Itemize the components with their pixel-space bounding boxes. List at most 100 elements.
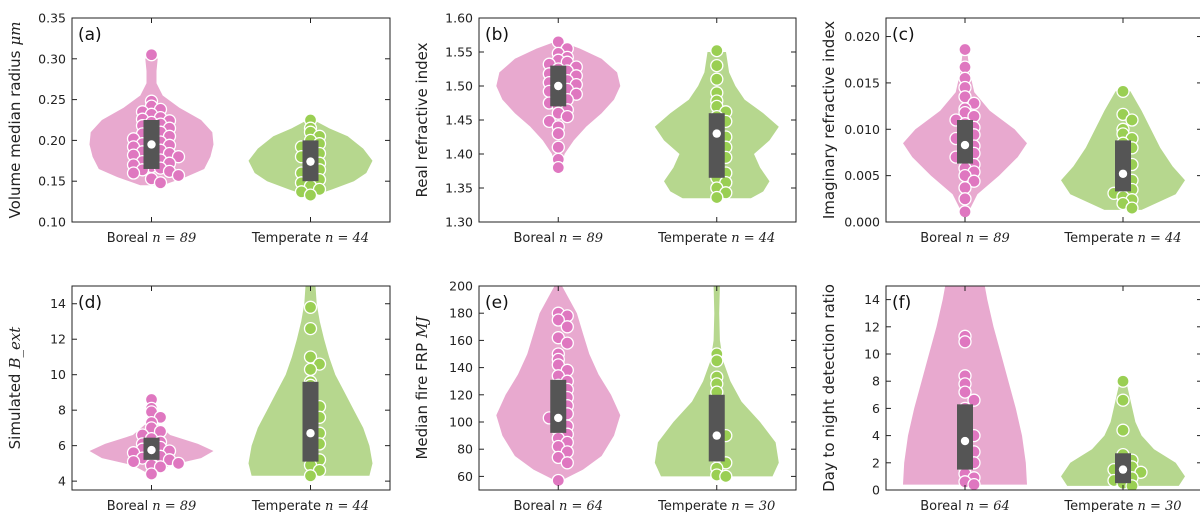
data-point-temperate xyxy=(710,43,724,58)
data-point-temperate xyxy=(719,469,733,484)
y-tick-label: 12 xyxy=(50,332,66,347)
y-tick-label: 10 xyxy=(864,347,880,362)
median-marker-boreal xyxy=(960,140,970,150)
data-point-temperate xyxy=(710,354,724,368)
median-marker-temperate xyxy=(712,129,721,138)
x-category-n: n = 30 xyxy=(731,499,775,512)
iqr-box-temperate xyxy=(708,394,725,462)
x-category-name: Boreal xyxy=(513,499,555,512)
median-marker-temperate xyxy=(712,431,721,440)
data-point-boreal xyxy=(958,192,972,206)
y-tick-label: 0.20 xyxy=(38,133,66,148)
y-tick-label: 0.10 xyxy=(38,215,66,230)
iqr-box-temperate xyxy=(302,381,319,462)
data-point-boreal xyxy=(958,335,972,349)
x-category-label: Temperate n = 44 xyxy=(251,231,369,246)
panel-label: (c) xyxy=(892,25,915,45)
data-point-boreal xyxy=(551,313,565,327)
panel-label: (f) xyxy=(892,293,911,313)
y-tick-label: 0.30 xyxy=(38,51,66,66)
panel-plot-area xyxy=(903,286,1185,490)
data-point-boreal xyxy=(126,454,141,469)
x-category-name: Temperate xyxy=(657,231,727,246)
data-point-boreal xyxy=(171,168,186,183)
data-point-temperate xyxy=(1125,201,1139,215)
data-point-temperate xyxy=(303,321,318,336)
data-point-boreal xyxy=(144,467,159,481)
x-category-name: Boreal xyxy=(920,231,962,246)
y-tick-label: 180 xyxy=(449,306,473,321)
iqr-box-boreal xyxy=(550,379,567,433)
data-point-boreal xyxy=(958,60,972,74)
y-tick-label: 1.50 xyxy=(445,79,473,94)
y-axis-label-text: Day to night detection ratio xyxy=(820,284,838,492)
x-category-label: Temperate n = 44 xyxy=(251,499,369,512)
y-tick-label: 0.000 xyxy=(844,215,880,230)
y-axis-label-text: Median fire FRP xyxy=(413,343,431,460)
y-axis-label-text: Real refractive index xyxy=(413,42,431,197)
panel-d: Boreal n = 89 Temperate n = 44 4 6 8 10 12 14 Simu… xyxy=(6,285,391,512)
y-tick-label: 4 xyxy=(58,474,66,489)
data-point-temperate xyxy=(1116,374,1130,388)
data-point-boreal xyxy=(171,456,186,471)
data-point-boreal xyxy=(958,42,972,57)
y-axis-label: Real refractive index xyxy=(413,42,431,197)
x-category-label: Boreal n = 64 xyxy=(920,499,1010,512)
panel-e: Boreal n = 64 Temperate n = 30 60 80 100 120 140… xyxy=(413,279,797,512)
x-category-name: Boreal xyxy=(920,499,962,512)
data-point-boreal xyxy=(958,205,972,219)
y-tick-label: 10 xyxy=(50,367,66,382)
y-axis-label-unit: μm xyxy=(6,22,24,46)
panel-frame xyxy=(71,285,391,491)
data-point-temperate xyxy=(303,362,318,377)
x-category-name: Temperate xyxy=(1063,499,1133,512)
panel-frame xyxy=(478,285,797,491)
median-marker-boreal xyxy=(960,436,970,446)
x-category-n: n = 30 xyxy=(1137,499,1181,512)
y-tick-label: 0.25 xyxy=(38,92,66,107)
data-point-temperate xyxy=(1116,84,1130,98)
data-point-boreal xyxy=(551,140,565,154)
y-axis-label-text: Imaginary refractive index xyxy=(820,21,838,219)
y-tick-label: 14 xyxy=(864,292,880,307)
y-tick-label: 0 xyxy=(872,483,880,498)
data-point-boreal xyxy=(560,336,574,350)
panel-label: (b) xyxy=(485,25,509,45)
x-category-n: n = 89 xyxy=(966,231,1010,246)
median-marker-boreal xyxy=(147,140,156,149)
panel-b: Boreal n = 89 Temperate n = 44 1.30 1.35 1.40 1… xyxy=(413,11,797,246)
panel-plot-area xyxy=(89,48,373,202)
y-tick-label: 0.010 xyxy=(844,122,880,137)
panel-label: (e) xyxy=(485,293,509,313)
x-category-label: Temperate n = 44 xyxy=(1063,231,1181,246)
median-marker-temperate xyxy=(1118,465,1128,474)
data-point-boreal xyxy=(958,385,972,399)
data-point-temperate xyxy=(303,469,318,483)
x-category-n: n = 44 xyxy=(325,231,369,246)
data-point-boreal xyxy=(560,456,574,470)
x-category-label: Temperate n = 30 xyxy=(657,499,775,512)
data-point-temperate xyxy=(1125,113,1139,127)
data-point-boreal xyxy=(958,181,972,195)
y-tick-label: 160 xyxy=(449,333,473,348)
median-marker-temperate xyxy=(1118,169,1128,178)
panel-plot-area xyxy=(903,42,1185,219)
y-tick-label: 0.15 xyxy=(38,174,66,189)
median-marker-temperate xyxy=(306,157,315,166)
panel-f: Boreal n = 64 Temperate n = 30 0 2 4 6 8 10 12 14 Da… xyxy=(820,284,1200,512)
y-tick-label: 200 xyxy=(449,279,473,294)
y-tick-label: 60 xyxy=(457,469,473,484)
data-point-boreal xyxy=(144,48,159,62)
data-point-boreal xyxy=(967,477,981,490)
y-axis-label-unit: MJ xyxy=(413,315,431,338)
y-tick-label: 0.020 xyxy=(844,29,880,44)
x-category-name: Temperate xyxy=(251,499,321,512)
data-point-boreal xyxy=(967,174,981,188)
data-point-boreal xyxy=(126,166,141,180)
data-point-boreal xyxy=(551,160,565,175)
panel-frame xyxy=(885,285,1200,491)
y-tick-label: 1.45 xyxy=(445,113,473,128)
panel-plot-area xyxy=(89,286,373,483)
x-category-label: Boreal n = 89 xyxy=(920,231,1010,246)
x-category-label: Temperate n = 44 xyxy=(657,231,775,246)
